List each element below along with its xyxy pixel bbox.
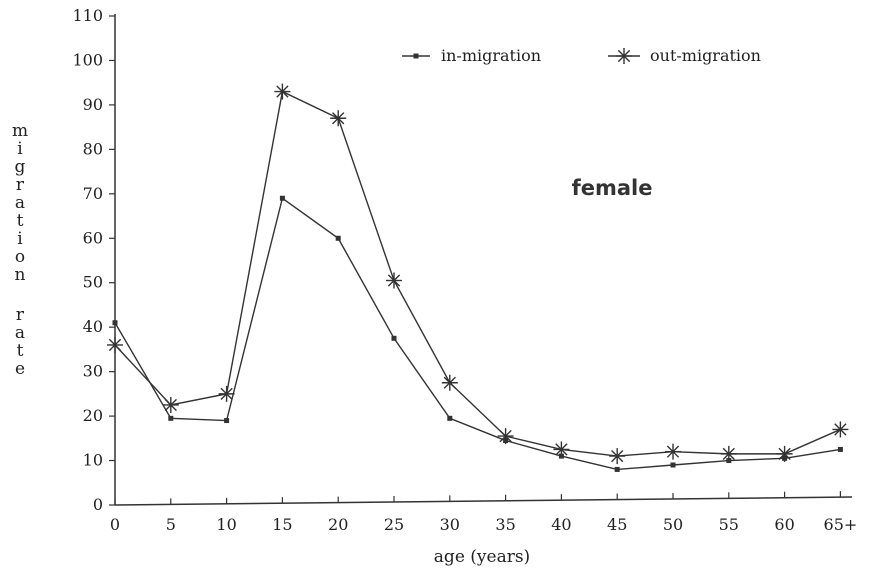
legend-item: out-migration xyxy=(608,46,761,65)
y-axis-title-letter: n xyxy=(15,265,26,285)
series-in-migration xyxy=(112,195,843,472)
data-point xyxy=(441,374,458,391)
y-axis-title-letter: t xyxy=(17,341,24,361)
legend: in-migration out-migration xyxy=(402,46,761,65)
data-point xyxy=(335,235,341,241)
data-point xyxy=(447,415,453,421)
x-tick-label: 60 xyxy=(774,515,794,534)
data-point xyxy=(837,446,843,452)
y-axis-title-letter: e xyxy=(15,359,25,379)
series-line xyxy=(114,197,841,471)
data-point xyxy=(665,443,681,460)
y-tick-label: 100 xyxy=(72,50,103,69)
data-point xyxy=(832,421,849,438)
x-axis-ticks: 0 5 10 15 20 25 30 35 40 45 50 55 60 65+ xyxy=(110,491,857,534)
y-tick-label: 10 xyxy=(83,451,103,470)
y-axis-ticks: 0 10 20 30 40 50 60 70 80 90 100 110 xyxy=(72,6,115,514)
data-point xyxy=(386,272,402,289)
data-point xyxy=(609,448,626,465)
x-tick-label: 55 xyxy=(719,515,739,534)
y-axis-title-letter: i xyxy=(17,139,23,159)
y-axis-title-letter: o xyxy=(15,247,25,267)
y-axis-title-letter: r xyxy=(16,305,25,325)
y-tick-label: 80 xyxy=(83,139,103,158)
y-axis-title-letter: t xyxy=(17,211,24,231)
data-point xyxy=(107,336,123,353)
y-tick-label: 40 xyxy=(83,317,103,336)
data-point xyxy=(279,195,285,201)
y-tick-label: 30 xyxy=(83,362,103,381)
data-point xyxy=(670,462,676,468)
data-point xyxy=(553,441,570,458)
x-tick-label: 5 xyxy=(166,515,176,534)
data-point xyxy=(224,418,230,424)
x-tick-label: 0 xyxy=(110,515,120,534)
y-axis-title-letter: r xyxy=(16,175,25,195)
x-tick-label: 30 xyxy=(440,515,460,534)
y-tick-label: 110 xyxy=(72,6,103,25)
data-point xyxy=(720,445,737,462)
y-axis-title-letter: a xyxy=(15,193,25,213)
data-point xyxy=(274,83,291,100)
y-axis-title-letter: m xyxy=(12,121,28,141)
series-line xyxy=(114,90,841,457)
y-tick-label: 70 xyxy=(83,184,103,203)
x-tick-label: 25 xyxy=(384,515,404,534)
x-tick-label: 65+ xyxy=(824,515,858,534)
x-tick-label: 45 xyxy=(607,515,627,534)
y-tick-label: 90 xyxy=(83,95,103,114)
data-point xyxy=(391,335,397,341)
x-tick-label: 50 xyxy=(663,515,683,534)
y-tick-label: 20 xyxy=(83,406,103,425)
data-point xyxy=(776,445,793,462)
y-axis-title-letter: g xyxy=(15,157,26,177)
x-tick-label: 10 xyxy=(216,515,236,534)
data-point xyxy=(330,110,347,127)
y-axis-title-letter: a xyxy=(15,323,25,343)
data-point xyxy=(112,320,118,326)
legend-marker xyxy=(413,53,419,59)
x-tick-label: 35 xyxy=(495,515,515,534)
legend-item: in-migration xyxy=(402,46,541,65)
x-tick-label: 15 xyxy=(272,515,292,534)
data-point xyxy=(218,385,235,402)
legend-label: out-migration xyxy=(650,46,761,65)
y-tick-label: 60 xyxy=(83,228,103,247)
data-point xyxy=(168,415,174,421)
series-out-migration xyxy=(107,83,849,465)
female-annotation: female xyxy=(572,176,653,200)
x-tick-label: 20 xyxy=(328,515,348,534)
x-axis-line xyxy=(114,496,853,506)
y-tick-label: 0 xyxy=(93,495,103,514)
data-point xyxy=(497,428,514,445)
legend-label: in-migration xyxy=(441,46,541,65)
series-layer xyxy=(107,83,849,472)
y-tick-label: 50 xyxy=(83,273,103,292)
legend-marker xyxy=(616,48,632,64)
data-point xyxy=(614,466,620,472)
y-axis-title-letter: i xyxy=(17,229,23,249)
x-tick-label: 40 xyxy=(551,515,571,534)
data-point xyxy=(162,396,179,413)
x-axis-title: age (years) xyxy=(434,547,530,567)
